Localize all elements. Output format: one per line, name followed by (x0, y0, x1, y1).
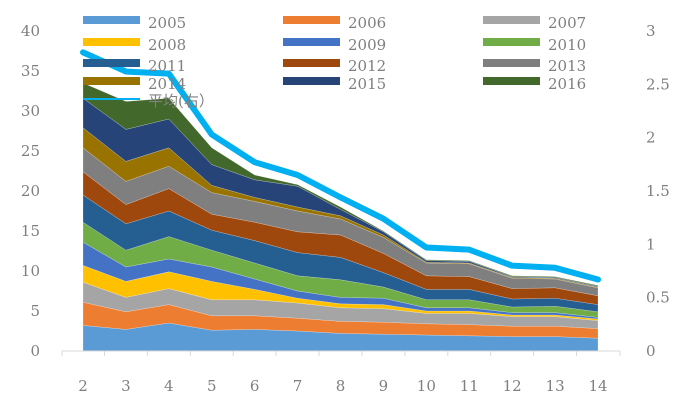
x-tick-label: 3 (121, 377, 131, 395)
legend-label-2006: 2006 (348, 14, 386, 32)
right-y-tick-label: 0 (646, 342, 656, 360)
legend-label-2016: 2016 (548, 75, 586, 93)
legend-label-average: 平均(右） (148, 92, 214, 110)
legend-label-2015: 2015 (348, 75, 386, 93)
left-y-tick-label: 10 (21, 262, 40, 280)
x-tick-label: 9 (379, 377, 389, 395)
x-tick-label: 8 (336, 377, 346, 395)
x-tick-label: 12 (503, 377, 522, 395)
legend-swatch-2013 (483, 59, 540, 67)
legend-swatch-2005 (83, 16, 140, 24)
left-y-tick-label: 0 (30, 342, 40, 360)
left-y-tick-label: 40 (21, 22, 40, 40)
x-tick-label: 10 (417, 377, 436, 395)
left-y-tick-label: 25 (21, 142, 40, 160)
right-y-tick-label: 2.5 (646, 75, 670, 93)
right-y-tick-label: 0.5 (646, 289, 670, 307)
legend-swatch-2011 (83, 59, 140, 67)
legend-swatch-2016 (483, 77, 540, 85)
legend-swatch-2009 (283, 38, 340, 46)
right-y-tick-label: 1.5 (646, 182, 670, 200)
legend-label-2013: 2013 (548, 57, 586, 75)
right-y-tick-label: 1 (646, 235, 656, 253)
legend-label-2011: 2011 (148, 57, 186, 75)
x-tick-label: 6 (250, 377, 260, 395)
x-tick-label: 4 (164, 377, 174, 395)
legend-swatch-2008 (83, 38, 140, 46)
area-series-2016 (82, 82, 599, 287)
right-y-tick-label: 3 (646, 22, 656, 40)
x-tick-label: 13 (546, 377, 565, 395)
right-y-tick-label: 2 (646, 129, 656, 147)
legend-label-2014: 2014 (148, 75, 186, 93)
legend-swatch-2014 (83, 77, 140, 85)
legend-swatch-2015 (283, 77, 340, 85)
legend-swatch-2012 (283, 59, 340, 67)
left-y-tick-label: 15 (21, 222, 40, 240)
x-tick-label: 2 (78, 377, 88, 395)
legend-label-2009: 2009 (348, 36, 386, 54)
line-series-average (80, 49, 601, 283)
left-y-tick-label: 35 (21, 62, 40, 80)
legend-swatch-2007 (483, 16, 540, 24)
x-tick-label: 11 (460, 377, 479, 395)
legend-label-2005: 2005 (148, 14, 186, 32)
left-y-tick-label: 5 (30, 302, 40, 320)
legend-swatch-2006 (283, 16, 340, 24)
legend-label-2010: 2010 (548, 36, 586, 54)
legend-label-2007: 2007 (548, 14, 586, 32)
x-tick-label: 14 (588, 377, 607, 395)
x-tick-label: 5 (207, 377, 217, 395)
left-y-tick-label: 30 (21, 102, 40, 120)
legend-swatch-2010 (483, 38, 540, 46)
legend-label-2008: 2008 (148, 36, 186, 54)
left-y-tick-label: 20 (21, 182, 40, 200)
legend-label-2012: 2012 (348, 57, 386, 75)
x-tick-label: 7 (293, 377, 303, 395)
